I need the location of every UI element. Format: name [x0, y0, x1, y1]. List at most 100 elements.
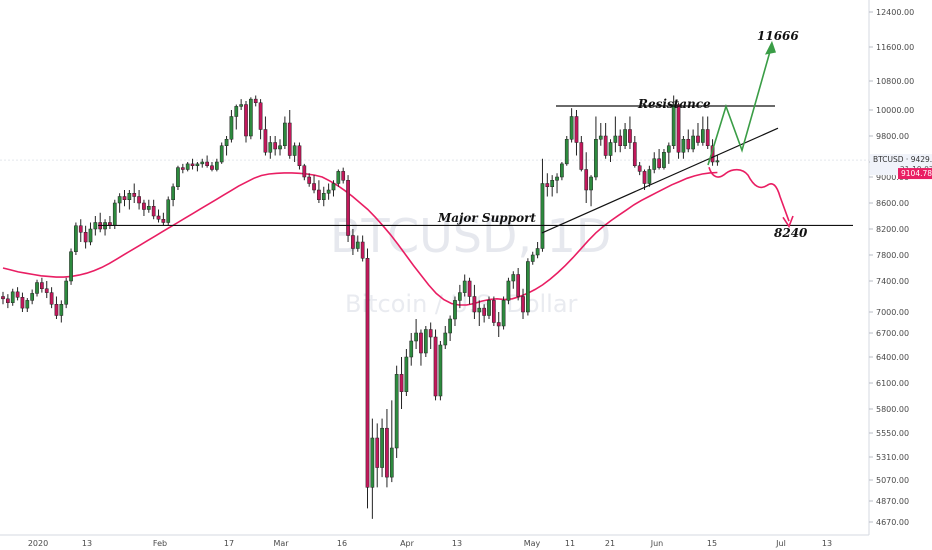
candle-body-up: [608, 142, 613, 156]
candle-body-down: [205, 161, 209, 166]
candle: [180, 163, 185, 174]
candle: [224, 136, 229, 156]
price-tick-label: 4870.00: [876, 497, 909, 506]
candle: [496, 312, 501, 337]
candle-body-down: [472, 296, 477, 313]
candle-body-up: [229, 116, 234, 140]
candle-body-down: [657, 158, 661, 168]
candle-body-up: [234, 106, 239, 117]
time-tick-label: 17: [224, 539, 234, 548]
candle: [423, 326, 428, 357]
candle: [569, 108, 574, 143]
candle: [132, 183, 137, 203]
candle-body-down: [317, 189, 321, 200]
candle-body-down: [83, 232, 88, 243]
candle-body-down: [516, 274, 521, 297]
time-tick-label: Jul: [775, 539, 786, 548]
candle: [540, 158, 545, 252]
candle-body-down: [78, 225, 83, 233]
candle: [448, 315, 452, 341]
candle: [74, 222, 78, 255]
candle-body-up: [506, 280, 511, 301]
candle: [112, 199, 117, 229]
time-tick-label: Jun: [650, 539, 664, 548]
candle: [127, 190, 132, 210]
candle: [618, 129, 623, 153]
candle: [647, 165, 652, 187]
candle-body-up: [647, 169, 652, 184]
time-axis[interactable]: 2020 13 Feb 17 Mar 16 Apr 13 May 11 21 Jun 15 Jul 13: [0, 534, 869, 548]
candle: [25, 298, 30, 312]
candle: [511, 271, 516, 289]
candle-body-up: [501, 300, 506, 327]
price-tick-label: 5310.00: [876, 453, 909, 462]
candle-body-up: [355, 241, 360, 249]
candle: [613, 116, 618, 153]
candle-body-up: [457, 292, 462, 301]
candle: [40, 277, 44, 293]
resistance-label: Resistance: [637, 97, 711, 111]
candle: [30, 289, 35, 305]
candle: [632, 136, 637, 168]
bearish-projection-path[interactable]: [708, 166, 790, 222]
candle-body-down: [20, 297, 25, 309]
candle: [506, 277, 511, 305]
price-tick-label: 7400.00: [876, 277, 909, 286]
candle-body-up: [249, 98, 253, 137]
candle: [205, 155, 209, 168]
watermark: BTCUSD, 1D Bitcoin / U.S. Dollar: [330, 209, 611, 318]
time-tick-label: 13: [452, 539, 462, 548]
candle: [176, 165, 180, 190]
time-tick-label: 2020: [28, 539, 48, 548]
candle: [78, 219, 83, 242]
candle: [355, 235, 360, 252]
candle-body-down: [496, 322, 501, 327]
candle-body-up: [200, 161, 205, 165]
candle: [346, 175, 350, 242]
candle-body-down: [6, 298, 10, 303]
rising-trendline[interactable]: [541, 127, 779, 234]
candle-body-up: [331, 183, 336, 191]
candle-body-up: [589, 176, 593, 191]
target-up-label: 11666: [757, 29, 799, 43]
candle-body-down: [15, 291, 20, 298]
candle: [579, 136, 584, 172]
drawing-layer[interactable]: [98, 40, 853, 234]
candle: [146, 199, 151, 213]
candle: [166, 196, 171, 226]
candle: [443, 326, 448, 349]
candle-body-up: [613, 135, 618, 143]
price-axis[interactable]: 12400.00 11600.00 10800.00 10000.00 9800.00 9…: [868, 0, 914, 535]
candle-body-up: [666, 145, 671, 153]
candle: [365, 248, 370, 509]
candle: [317, 180, 321, 203]
candle-body-down: [360, 241, 365, 259]
ma-price-tag-text: 9104.78: [901, 169, 932, 178]
candle-body-up: [185, 163, 190, 170]
candle: [477, 300, 482, 326]
candle-body-up: [569, 116, 574, 140]
price-tick-label: 7000.00: [876, 308, 909, 317]
candle: [244, 100, 248, 143]
candle-body-down: [122, 196, 127, 200]
candle: [487, 296, 491, 319]
candle: [696, 123, 700, 146]
candle: [457, 284, 462, 309]
candle: [521, 288, 525, 319]
candle-body-down: [467, 280, 472, 297]
candle: [6, 294, 10, 309]
candle: [185, 162, 190, 172]
candle-body-up: [239, 104, 243, 107]
candle-body-down: [287, 122, 292, 156]
candle: [462, 274, 467, 297]
candle-body-up: [394, 374, 399, 449]
price-tick-label: 5800.00: [876, 405, 909, 414]
candle-body-down: [1, 296, 5, 300]
candle: [35, 279, 39, 297]
candle-body-up: [336, 171, 341, 184]
ma-price-tag: [898, 168, 932, 180]
candle: [268, 136, 273, 159]
bullish-projection-path[interactable]: [707, 44, 773, 166]
candle-body-down: [579, 142, 584, 170]
